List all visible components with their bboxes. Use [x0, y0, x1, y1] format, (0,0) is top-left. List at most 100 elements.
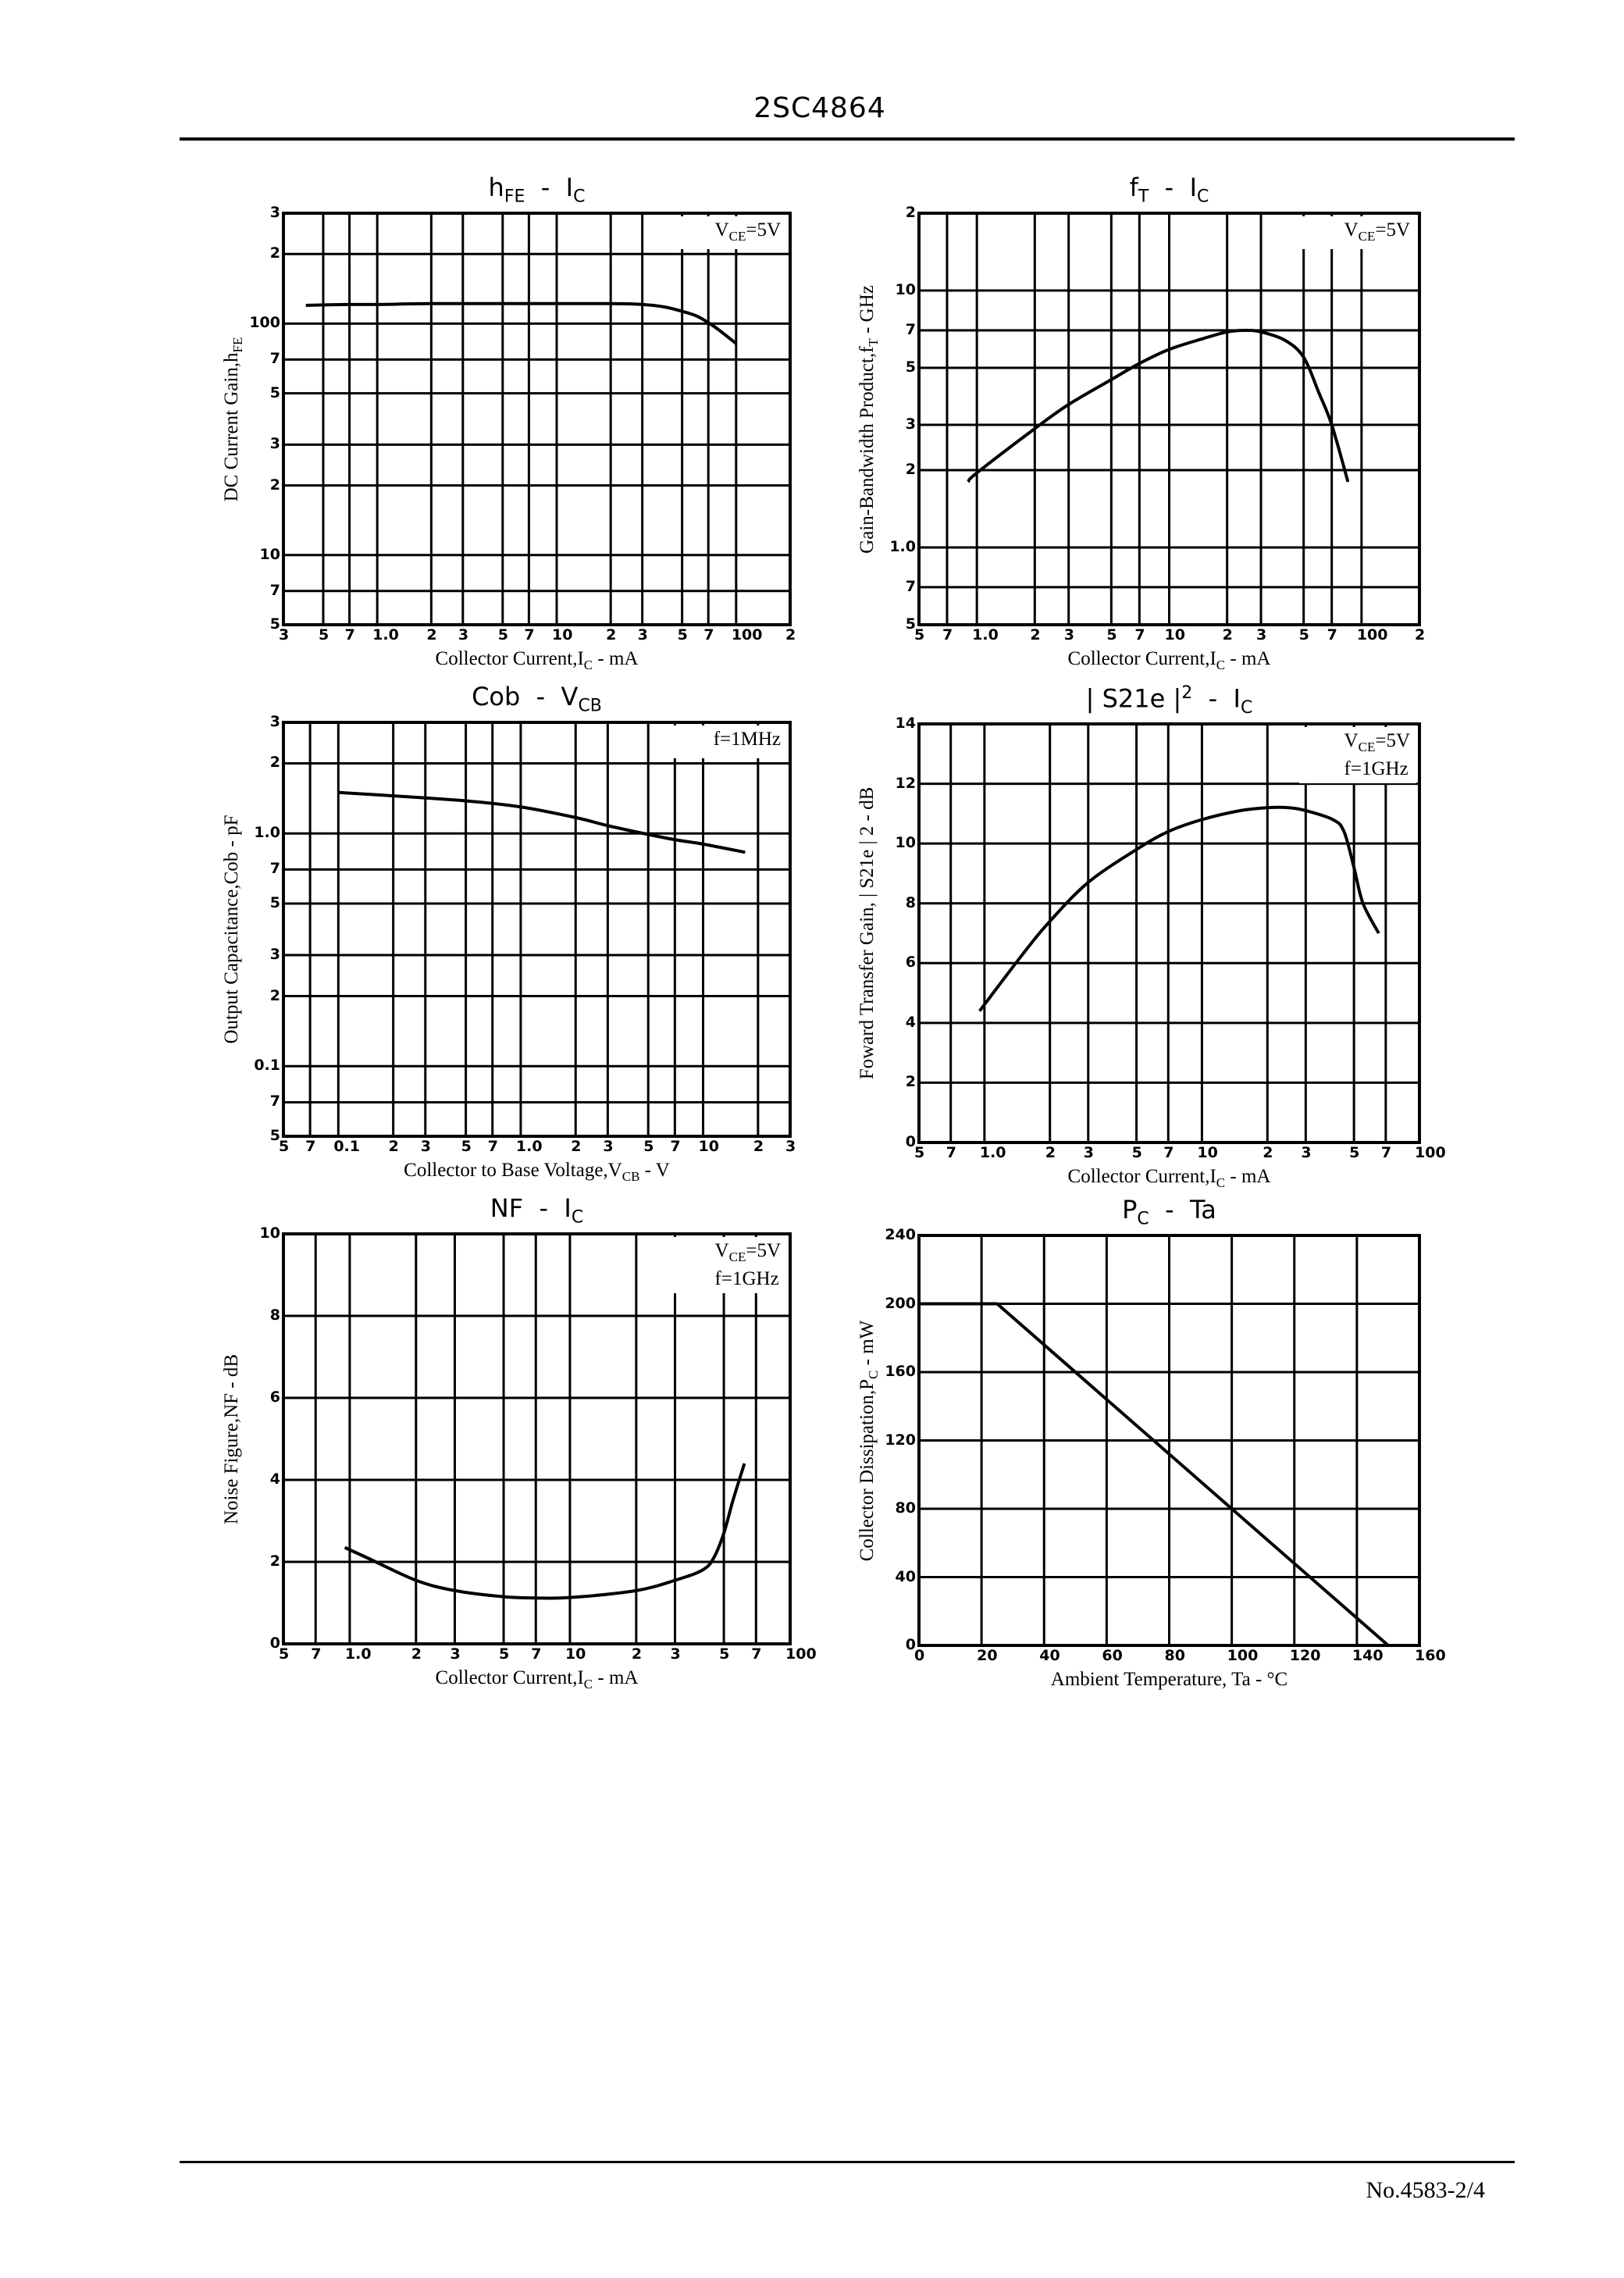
y-tick-label: 8 [269, 1307, 280, 1324]
x-tick-label: 20 [977, 1647, 998, 1664]
x-tick-label: 100 [785, 1645, 817, 1663]
x-tick-label: 80 [1164, 1647, 1185, 1664]
x-axis-label: Collector Current,IC - mA [1067, 1166, 1271, 1190]
y-tick-label: 2 [269, 754, 280, 772]
y-axis-label: Output Capacitance,Cob - pF [221, 815, 242, 1044]
plot-frame [282, 212, 792, 626]
x-tick-label: 100 [1227, 1647, 1259, 1664]
data-curve [919, 1302, 1390, 1647]
gridlines [917, 212, 1421, 626]
y-tick-label: 40 [895, 1567, 916, 1585]
x-tick-label: 3 [785, 1138, 796, 1155]
y-tick-label: 7 [905, 320, 916, 338]
plot-frame [917, 1234, 1421, 1647]
x-tick-label: 2 [631, 1645, 643, 1663]
y-tick-label: 2 [905, 460, 916, 478]
x-tick-label: 3 [637, 626, 648, 643]
plot-frame [282, 1232, 792, 1645]
y-tick-label: 5 [269, 893, 280, 911]
plot-area [917, 1234, 1421, 1647]
x-tick-label: 10 [1197, 1144, 1218, 1161]
y-tick-label: 3 [269, 713, 280, 730]
x-tick-label: 3 [458, 626, 469, 643]
x-tick-label: 5 [1131, 1144, 1142, 1161]
x-tick-label: 100 [731, 626, 763, 643]
x-axis-label: Collector Current,IC - mA [435, 1667, 639, 1692]
data-curve [967, 328, 1350, 483]
x-tick-label: 1.0 [515, 1138, 543, 1155]
y-axis-label: Gain-Bandwidth Product,fT - GHz [857, 284, 881, 554]
x-tick-label: 7 [1163, 1144, 1174, 1161]
y-tick-label: 80 [895, 1499, 916, 1517]
y-tick-label: 0.1 [254, 1057, 280, 1075]
data-curve [978, 805, 1380, 1012]
x-tick-label: 10 [1164, 626, 1185, 643]
x-tick-label: 2 [1415, 626, 1426, 643]
x-tick-label: 2 [753, 1138, 764, 1155]
gridlines [917, 722, 1421, 1144]
test-condition: VCE=5V f=1GHz [714, 1240, 781, 1289]
y-tick-label: 120 [885, 1431, 916, 1449]
y-tick-label: 3 [269, 204, 280, 221]
x-tick-label: 5 [1349, 1144, 1360, 1161]
test-condition: VCE=5V [714, 219, 781, 244]
chart-title: hFE - IC [488, 173, 586, 207]
x-tick-label: 5 [914, 1144, 925, 1161]
x-tick-label: 5 [914, 626, 925, 643]
y-tick-label: 10 [259, 1225, 280, 1242]
x-axis-label: Collector to Base Voltage,VCB - V [404, 1160, 670, 1184]
y-tick-label: 10 [259, 545, 280, 563]
x-tick-label: 2 [1030, 626, 1041, 643]
chart-title: | S21e |2 - IC [1085, 683, 1253, 718]
page-header-part-number: 2SC4864 [0, 92, 1624, 124]
y-tick-label: 14 [895, 715, 916, 732]
y-tick-label: 10 [895, 281, 916, 299]
x-tick-label: 7 [942, 626, 953, 643]
y-tick-label: 1.0 [254, 824, 280, 842]
x-tick-label: 2 [1222, 626, 1233, 643]
y-axis-label: DC Current Gain,hFE [221, 337, 245, 501]
y-tick-label: 6 [905, 954, 916, 971]
x-tick-label: 3 [1063, 626, 1074, 643]
y-tick-label: 2 [269, 476, 280, 494]
y-tick-label: 7 [269, 860, 280, 878]
chart-title: PC - Ta [1122, 1195, 1216, 1229]
plot-area [917, 722, 1421, 1144]
y-tick-label: 0 [269, 1635, 280, 1652]
y-tick-label: 4 [269, 1471, 280, 1488]
x-tick-label: 120 [1289, 1647, 1321, 1664]
x-tick-label: 10 [564, 1645, 586, 1663]
y-tick-label: 100 [249, 314, 280, 332]
x-axis-label: Collector Current,IC - mA [435, 648, 639, 672]
y-tick-label: 3 [905, 415, 916, 433]
x-tick-label: 2 [1263, 1144, 1273, 1161]
document-number: No.4583-2/4 [1366, 2177, 1486, 2203]
y-axis-label: Foward Transfer Gain, | S21e | 2 - dB [857, 786, 878, 1080]
part-number: 2SC4864 [753, 92, 886, 124]
x-tick-label: 7 [1327, 626, 1337, 643]
x-tick-label: 100 [1415, 1144, 1446, 1161]
x-tick-label: 5 [279, 1138, 290, 1155]
x-tick-label: 100 [1356, 626, 1388, 643]
x-tick-label: 7 [703, 626, 714, 643]
x-tick-label: 3 [1083, 1144, 1094, 1161]
plot-frame [917, 212, 1421, 626]
chart-ft-ic: fT - IC VCE=5V 5 7 1.0 2 3 5 7 10 2 3 5 7 100 2 5 7 1.0 2 3 5… [857, 173, 1425, 672]
y-tick-label: 12 [895, 774, 916, 792]
x-tick-label: 7 [311, 1645, 322, 1663]
chart-s21e-ic: | S21e |2 - IC VCE=5V f=1GHz 5 7 1.0 2 3 5 7 10 2 3 5… [857, 683, 1446, 1190]
y-tick-label: 4 [905, 1013, 916, 1031]
y-tick-label: 2 [905, 1073, 916, 1091]
x-tick-label: 7 [1134, 626, 1145, 643]
x-tick-label: 0 [914, 1647, 925, 1664]
y-tick-label: 2 [269, 1553, 280, 1570]
plot-area [282, 1232, 792, 1645]
y-tick-label: 5 [269, 383, 280, 401]
gridlines [282, 212, 792, 626]
y-tick-label: 5 [269, 615, 280, 633]
x-tick-label: 3 [603, 1138, 614, 1155]
footer-divider [180, 2161, 1515, 2163]
y-tick-label: 5 [905, 358, 916, 376]
x-tick-label: 7 [946, 1144, 956, 1161]
x-tick-label: 0.1 [333, 1138, 360, 1155]
